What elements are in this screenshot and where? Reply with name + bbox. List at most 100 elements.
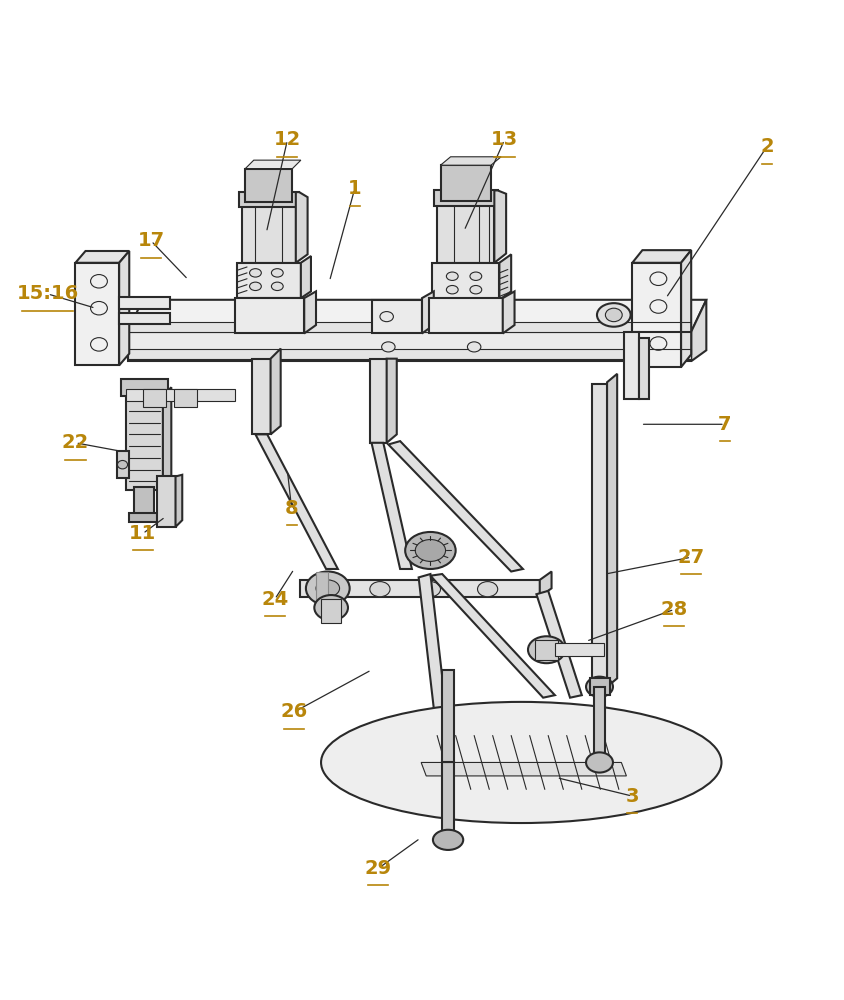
Ellipse shape (314, 595, 348, 620)
Polygon shape (387, 359, 397, 443)
Text: 12: 12 (273, 130, 301, 149)
Polygon shape (632, 263, 681, 367)
Ellipse shape (446, 272, 458, 280)
Text: 13: 13 (491, 130, 518, 149)
Polygon shape (430, 574, 555, 698)
Polygon shape (639, 338, 649, 399)
Ellipse shape (586, 677, 613, 697)
Ellipse shape (272, 282, 284, 291)
Polygon shape (127, 300, 706, 332)
Polygon shape (75, 251, 129, 263)
Polygon shape (242, 202, 295, 263)
Polygon shape (537, 591, 582, 698)
Polygon shape (624, 332, 639, 399)
Ellipse shape (468, 342, 481, 352)
Polygon shape (593, 687, 605, 762)
Ellipse shape (470, 285, 482, 294)
Polygon shape (442, 762, 454, 840)
Polygon shape (235, 298, 304, 333)
Polygon shape (163, 387, 171, 490)
Text: 1: 1 (348, 179, 361, 198)
Ellipse shape (381, 342, 395, 352)
Polygon shape (75, 263, 119, 365)
Polygon shape (252, 359, 271, 434)
Ellipse shape (433, 830, 463, 850)
Polygon shape (121, 379, 168, 396)
Polygon shape (127, 332, 691, 361)
Polygon shape (442, 670, 454, 762)
Text: 28: 28 (661, 600, 688, 619)
Polygon shape (119, 251, 129, 365)
Polygon shape (316, 572, 327, 603)
Ellipse shape (370, 582, 390, 597)
Ellipse shape (272, 269, 284, 277)
Polygon shape (434, 190, 498, 206)
Ellipse shape (650, 337, 667, 350)
Polygon shape (300, 256, 311, 298)
Polygon shape (632, 250, 691, 263)
Polygon shape (246, 160, 300, 169)
Polygon shape (126, 396, 163, 490)
Ellipse shape (250, 282, 262, 291)
Polygon shape (432, 263, 500, 300)
Ellipse shape (528, 636, 565, 663)
Polygon shape (592, 384, 607, 687)
Ellipse shape (478, 582, 498, 597)
Polygon shape (441, 157, 501, 165)
Text: 22: 22 (62, 433, 89, 452)
Polygon shape (540, 572, 551, 597)
Polygon shape (143, 389, 166, 407)
Ellipse shape (90, 301, 107, 315)
Polygon shape (555, 643, 603, 656)
Polygon shape (126, 389, 235, 401)
Polygon shape (590, 678, 610, 695)
Polygon shape (500, 254, 511, 300)
Polygon shape (271, 349, 281, 434)
Polygon shape (129, 513, 160, 522)
Ellipse shape (605, 308, 622, 322)
Polygon shape (237, 263, 300, 298)
Polygon shape (300, 580, 540, 597)
Polygon shape (607, 374, 617, 687)
Ellipse shape (117, 460, 127, 469)
Polygon shape (421, 762, 626, 776)
Ellipse shape (415, 540, 446, 561)
Text: 8: 8 (284, 499, 299, 518)
Polygon shape (174, 389, 197, 407)
Ellipse shape (380, 312, 393, 322)
Text: 2: 2 (760, 137, 774, 156)
Ellipse shape (650, 300, 667, 313)
Ellipse shape (405, 532, 456, 569)
Text: 27: 27 (678, 548, 705, 567)
Text: 17: 17 (138, 231, 165, 250)
Polygon shape (371, 300, 422, 333)
Polygon shape (681, 250, 691, 367)
Ellipse shape (321, 702, 722, 823)
Polygon shape (495, 190, 506, 263)
Polygon shape (437, 201, 495, 263)
Text: 24: 24 (261, 590, 289, 609)
Ellipse shape (650, 272, 667, 285)
Ellipse shape (446, 285, 458, 294)
Polygon shape (127, 322, 691, 332)
Ellipse shape (90, 338, 107, 351)
Polygon shape (388, 441, 523, 572)
Polygon shape (119, 313, 170, 324)
Ellipse shape (597, 303, 630, 327)
Polygon shape (117, 451, 129, 478)
Polygon shape (295, 192, 307, 263)
Polygon shape (127, 349, 691, 359)
Ellipse shape (250, 269, 262, 277)
Polygon shape (441, 165, 491, 201)
Text: 11: 11 (129, 524, 156, 543)
Text: 29: 29 (365, 859, 392, 878)
Ellipse shape (586, 752, 613, 773)
Polygon shape (370, 359, 387, 443)
Polygon shape (304, 291, 316, 333)
Ellipse shape (470, 272, 482, 280)
Polygon shape (371, 443, 412, 569)
Ellipse shape (306, 572, 349, 605)
Polygon shape (321, 599, 341, 623)
Polygon shape (419, 574, 454, 781)
Polygon shape (691, 300, 706, 361)
